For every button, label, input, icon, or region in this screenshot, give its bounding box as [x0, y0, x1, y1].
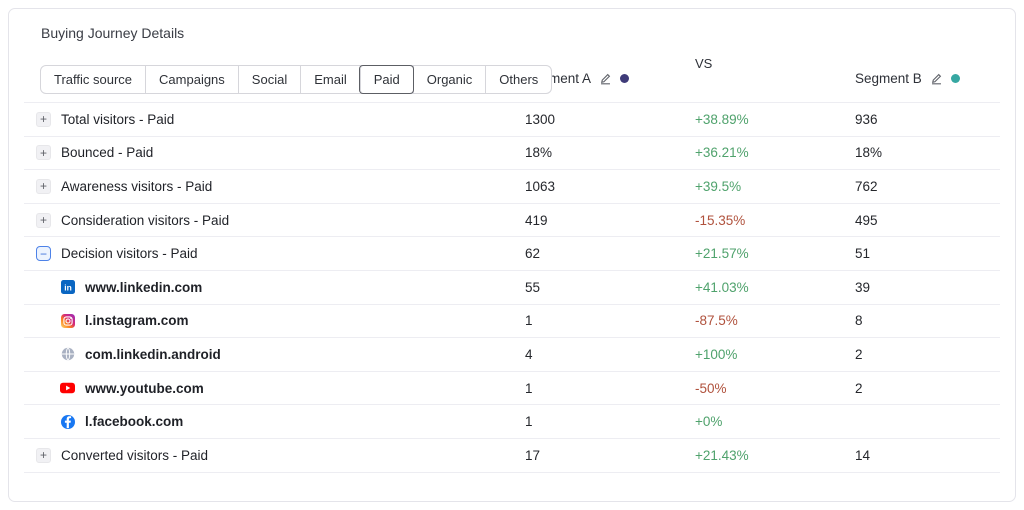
buying-journey-card: Buying Journey Details Traffic source Cam…	[8, 8, 1016, 502]
row-label: Total visitors - Paid	[61, 111, 175, 127]
traffic-source-tab-group: Traffic source Campaigns Social Email Paid Or…	[40, 65, 553, 94]
row-label: Converted visitors - Paid	[61, 447, 209, 463]
expand-row-button[interactable]: +	[36, 145, 51, 161]
segment-b-value: 51	[855, 246, 871, 262]
vs-column-header: VS	[695, 56, 713, 71]
segment-b-value: 936	[855, 111, 878, 127]
segment-a-value: 1063	[525, 178, 556, 194]
table-row: com.linkedin.android 4 +100% 2	[24, 338, 1000, 372]
segment-a-color-dot	[620, 74, 630, 83]
row-label: Consideration visitors - Paid	[61, 212, 230, 228]
table-row: + Converted visitors - Paid 17 +21.43% 1…	[24, 439, 1000, 473]
segment-b-value: 14	[855, 447, 871, 463]
table-header: Traffic source Campaigns Social Email Paid Or…	[24, 41, 1000, 103]
table-row: − Decision visitors - Paid 62 +21.57% 51	[24, 237, 1000, 271]
vs-change-value: +0%	[695, 414, 723, 430]
segment-a-value: 1	[525, 414, 533, 430]
segment-b-header: Segment B	[855, 41, 1000, 102]
vs-change-value: +38.89%	[695, 111, 749, 127]
vs-change-value: +100%	[695, 346, 738, 362]
segment-a-value: 419	[525, 212, 548, 228]
table-row: + Total visitors - Paid 1300 +38.89% 936	[24, 103, 1000, 137]
tab-organic[interactable]: Organic	[412, 66, 486, 93]
row-label: Bounced - Paid	[61, 145, 154, 161]
tab-campaigns[interactable]: Campaigns	[145, 66, 238, 93]
row-label: l.instagram.com	[85, 313, 189, 329]
table-body: + Total visitors - Paid 1300 +38.89% 936…	[24, 103, 1000, 473]
vs-change-value: -15.35%	[695, 212, 746, 228]
segment-a-value: 4	[525, 346, 533, 362]
pencil-icon	[931, 73, 942, 85]
youtube-icon	[60, 381, 75, 396]
vs-change-value: +36.21%	[695, 145, 749, 161]
row-label: www.linkedin.com	[85, 279, 203, 295]
segment-b-value: 495	[855, 212, 878, 228]
vs-change-value: +41.03%	[695, 279, 749, 295]
tab-others[interactable]: Others	[485, 66, 551, 93]
expand-row-button[interactable]: +	[36, 447, 51, 463]
row-label: Awareness visitors - Paid	[61, 178, 213, 194]
expand-row-button[interactable]: +	[36, 212, 51, 228]
row-label: com.linkedin.android	[85, 346, 221, 362]
tab-traffic-source[interactable]: Traffic source	[54, 72, 133, 87]
table-row: + Bounced - Paid 18% +36.21% 18%	[24, 137, 1000, 171]
segment-a-value: 17	[525, 447, 541, 463]
vs-change-value: -87.5%	[695, 313, 738, 329]
vs-change-value: +21.43%	[695, 447, 749, 463]
vs-change-value: +21.57%	[695, 246, 749, 262]
table-row: l.facebook.com 1 +0%	[24, 405, 1000, 439]
segment-b-value: 39	[855, 279, 871, 295]
segment-a-value: 1300	[525, 111, 556, 127]
tab-paid[interactable]: Paid	[359, 66, 413, 93]
vs-change-value: -50%	[695, 380, 727, 396]
edit-segment-b-button[interactable]	[930, 72, 943, 85]
linkedin-icon: in	[60, 280, 75, 295]
tab-email[interactable]: Email	[300, 66, 360, 93]
segment-b-value: 762	[855, 178, 878, 194]
collapse-row-button[interactable]: −	[36, 246, 51, 262]
segment-a-value: 1	[525, 313, 533, 329]
segment-b-color-dot	[950, 74, 960, 83]
instagram-icon	[60, 313, 75, 328]
pencil-icon	[601, 73, 611, 85]
table-row: in www.linkedin.com 55 +41.03% 39	[24, 271, 1000, 305]
segment-a-value: 55	[525, 279, 541, 295]
comparison-table: Traffic source Campaigns Social Email Paid Or…	[24, 41, 1000, 473]
globe-icon	[60, 347, 75, 362]
table-row: l.instagram.com 1 -87.5% 8	[24, 305, 1000, 339]
facebook-icon	[60, 414, 75, 429]
svg-text:in: in	[64, 283, 72, 293]
expand-row-button[interactable]: +	[36, 111, 51, 127]
edit-segment-a-button[interactable]	[599, 72, 612, 85]
segment-b-value: 8	[855, 313, 863, 329]
table-row: www.youtube.com 1 -50% 2	[24, 372, 1000, 406]
row-label: www.youtube.com	[85, 380, 204, 396]
segment-a-value: 1	[525, 380, 533, 396]
table-row: + Consideration visitors - Paid 419 -15.…	[24, 204, 1000, 238]
segment-a-value: 62	[525, 246, 541, 262]
expand-row-button[interactable]: +	[36, 178, 51, 194]
row-label: l.facebook.com	[85, 414, 184, 430]
row-label: Decision visitors - Paid	[61, 246, 198, 262]
tab-social[interactable]: Social	[237, 66, 300, 93]
segment-b-label: Segment B	[855, 71, 922, 86]
page-title: Buying Journey Details	[41, 25, 185, 41]
table-row: + Awareness visitors - Paid 1063 +39.5% …	[24, 170, 1000, 204]
segment-b-value: 18%	[855, 145, 883, 161]
segment-b-value: 2	[855, 380, 863, 396]
segment-a-value: 18%	[525, 145, 553, 161]
vs-change-value: +39.5%	[695, 178, 742, 194]
segment-b-value: 2	[855, 346, 863, 362]
